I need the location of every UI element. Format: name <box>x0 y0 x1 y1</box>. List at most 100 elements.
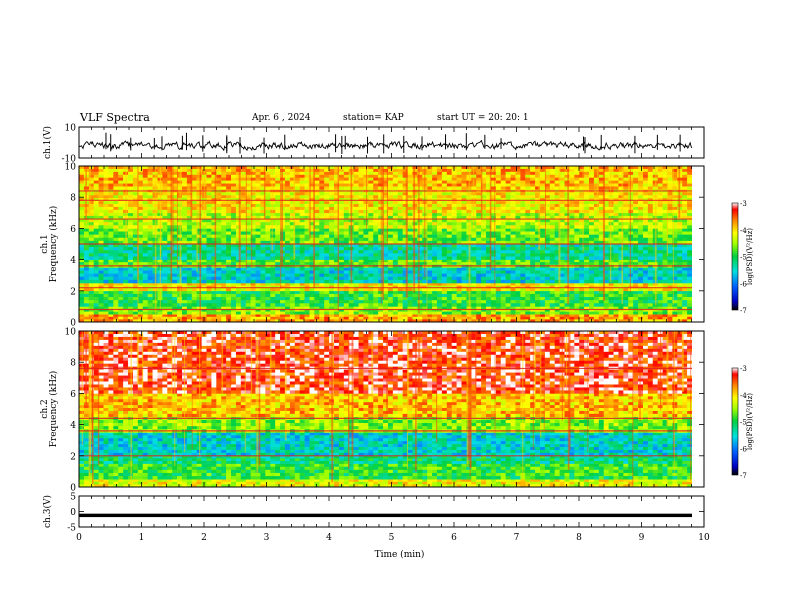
spectrogram-cell <box>265 195 271 199</box>
spectrogram-cell <box>579 306 585 310</box>
spectrogram-cell <box>103 256 109 260</box>
spectrogram-cell <box>378 212 384 217</box>
spectrogram-cell <box>613 215 619 220</box>
spectrogram-cell <box>373 247 379 251</box>
spectrogram-cell <box>593 314 600 318</box>
spectrogram-cell <box>530 244 536 248</box>
spectrogram-cell <box>589 231 595 235</box>
spectrogram-cell <box>275 228 281 232</box>
spectrogram-cell <box>579 309 585 312</box>
spectrogram-cell <box>299 303 305 307</box>
spectrogram-cell <box>589 234 595 239</box>
spectrogram-cell <box>280 285 286 289</box>
spectrogram-cell <box>618 212 624 217</box>
spectrogram-cell <box>98 306 104 310</box>
spectrogram-cell <box>436 300 443 304</box>
spectrogram-cell <box>687 228 693 232</box>
spectrogram-cell <box>270 309 276 312</box>
spectrogram-cell <box>167 259 173 263</box>
spectrogram-cell <box>544 262 551 266</box>
spectrogram-cell <box>461 319 467 323</box>
spectrogram-cell <box>539 288 546 292</box>
spectrogram-cell <box>132 231 139 235</box>
spectrogram-cell <box>289 222 296 226</box>
spectrogram-cell <box>638 288 644 292</box>
spectrogram-cell <box>329 234 335 239</box>
spectrogram-cell <box>343 314 350 318</box>
spectrogram-cell <box>108 234 114 239</box>
spectrogram-cell <box>265 314 271 318</box>
spectrogram-cell <box>672 225 678 229</box>
spectrogram-cell <box>128 250 134 254</box>
spectrogram-cell <box>564 250 570 254</box>
spectrogram-cell <box>353 231 359 235</box>
spectrogram-cell <box>633 225 639 229</box>
spectrogram-cell <box>299 240 305 245</box>
spectrogram-cell <box>530 262 536 266</box>
spectrogram-cell <box>83 262 90 266</box>
date-label: Apr. 6 , 2024 <box>252 113 311 123</box>
spectrogram-cell <box>299 290 305 295</box>
spectrogram-cell <box>128 270 134 274</box>
spectrogram-cell <box>687 270 693 274</box>
spectrogram-cell <box>235 303 242 307</box>
spectrogram-cell <box>191 247 197 251</box>
spectrogram-cell <box>113 259 119 263</box>
spectrogram-cell <box>539 215 546 220</box>
spectrogram-cell <box>589 314 595 318</box>
spectrogram-cell <box>231 283 237 286</box>
spectrogram-cell <box>525 222 531 226</box>
spectrogram-cell <box>613 195 619 199</box>
spectrogram-cell <box>554 225 560 229</box>
spectrogram-cell <box>93 276 99 281</box>
spectrogram-cell <box>172 297 178 301</box>
spectrogram-cell <box>589 303 595 307</box>
spectrogram-cell <box>201 283 207 286</box>
spectrogram-cell <box>260 300 266 304</box>
spectrogram-cell <box>520 314 526 318</box>
spectrogram-cell <box>598 212 605 217</box>
spectrogram-cell <box>319 250 325 254</box>
spectrogram-cell <box>397 309 403 312</box>
spectrogram-cell <box>240 311 247 315</box>
spectrogram-cell <box>427 240 433 245</box>
spectrogram-cell <box>574 219 580 223</box>
spectrogram-cell <box>265 262 271 266</box>
spectrogram-cell <box>260 250 266 254</box>
spectrogram-cell <box>422 276 428 281</box>
spectrogram-cell <box>250 314 256 318</box>
spectrogram-cell <box>118 270 124 274</box>
spectrogram-cell <box>687 285 693 289</box>
spectrogram-cell <box>647 225 654 229</box>
spectrogram-cell <box>123 267 129 271</box>
spectrogram-cell <box>260 311 266 315</box>
spectrogram-cell <box>128 319 134 323</box>
spectrogram-cell <box>245 288 251 292</box>
spectrogram-cell <box>402 247 408 251</box>
spectrogram-cell <box>186 293 193 298</box>
spectrogram-cell <box>118 267 124 271</box>
spectrogram-cell <box>358 311 364 315</box>
spectrogram-cell <box>525 219 531 223</box>
spectrogram-cell <box>338 192 345 196</box>
spectrogram-cell <box>569 222 575 226</box>
spectrogram-cell <box>275 314 281 318</box>
spectrogram-cell <box>338 228 345 232</box>
spectrogram-cell <box>211 240 217 245</box>
spectrogram-cell <box>265 222 271 226</box>
spectrogram-cell <box>603 247 609 251</box>
spectrogram-cell <box>613 225 619 229</box>
spectrogram-cell <box>461 279 467 284</box>
spectrogram-cell <box>667 212 673 217</box>
spectrogram-cell <box>334 247 340 251</box>
spectrogram-cell <box>451 311 457 315</box>
spectrogram-cell <box>231 293 237 298</box>
spectrogram-cell <box>667 288 673 292</box>
spectrogram-cell <box>118 306 124 310</box>
spectrogram-cell <box>363 192 369 196</box>
spectrogram-cell <box>436 316 443 320</box>
spectrogram-cell <box>486 253 492 257</box>
spectrogram-cell <box>392 253 399 257</box>
spectrogram-cell <box>383 316 389 320</box>
spectrogram-cell <box>662 303 668 307</box>
